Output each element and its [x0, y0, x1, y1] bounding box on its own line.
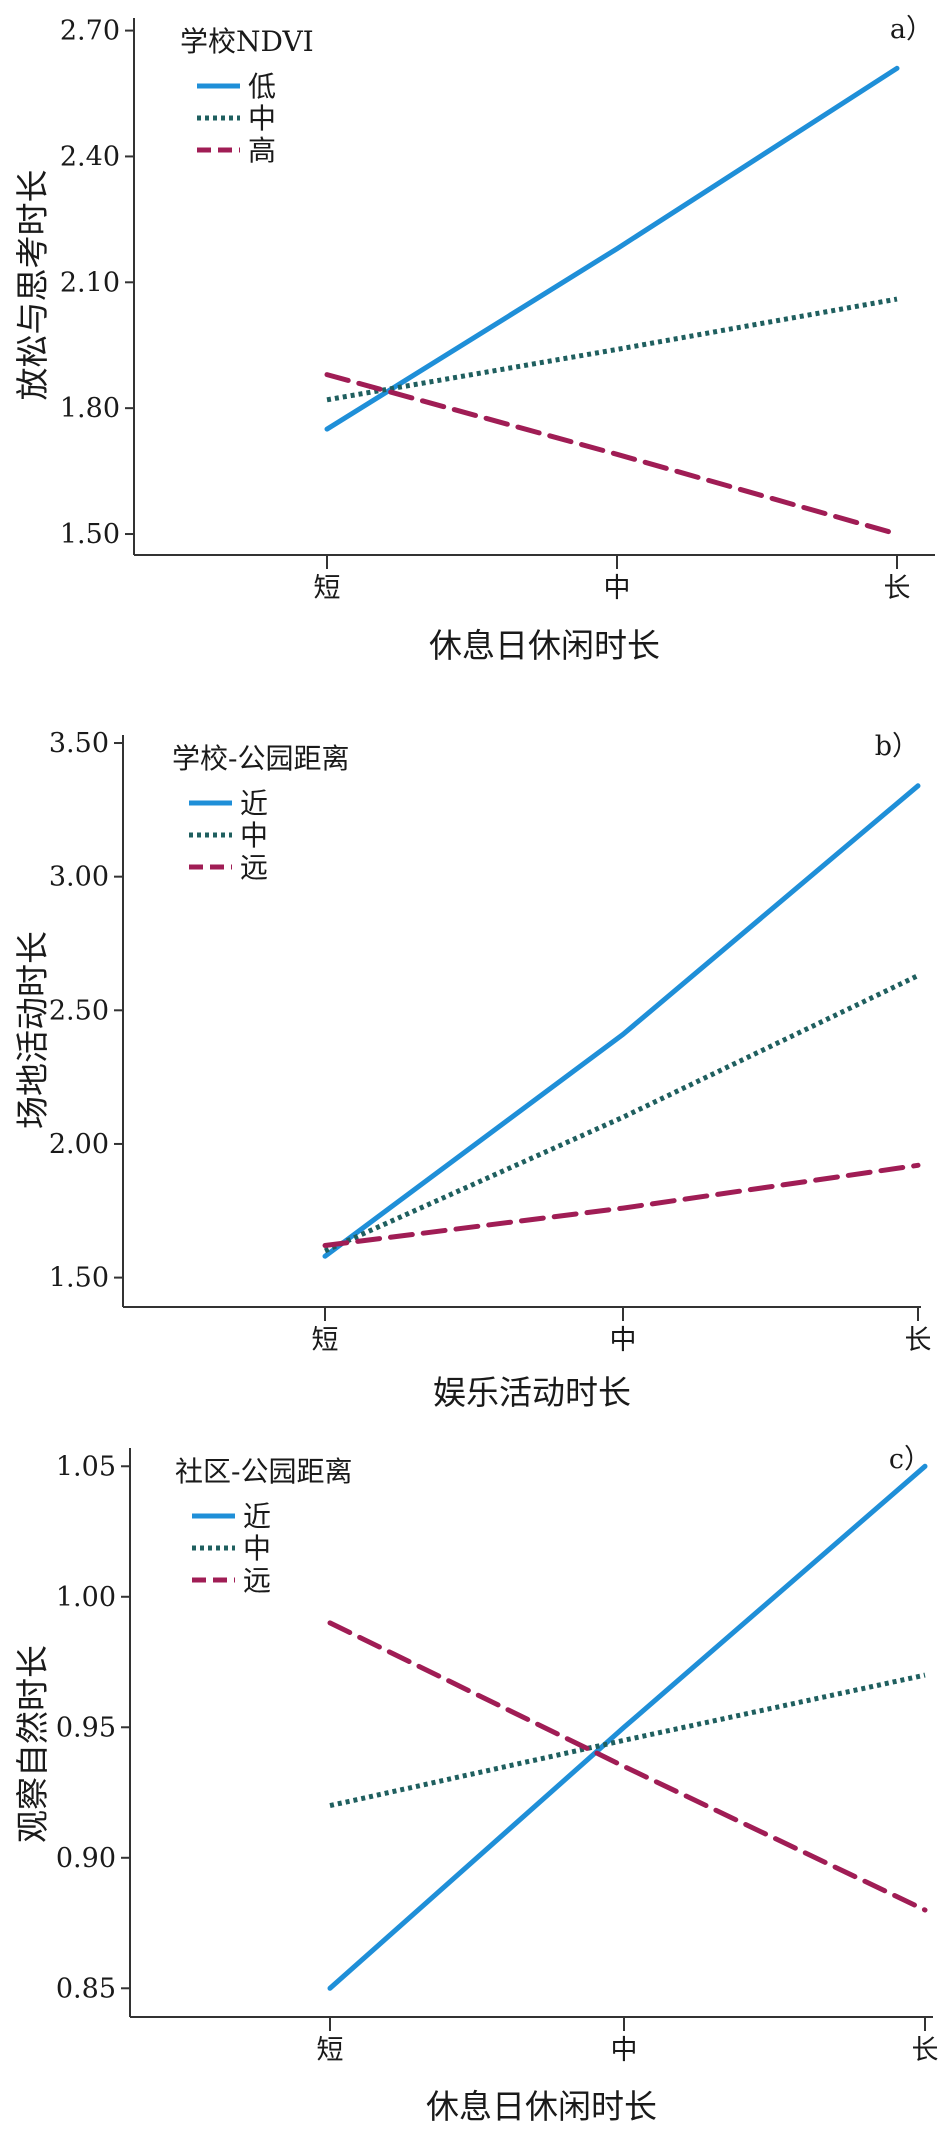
legend-label: 近 [243, 1500, 271, 1533]
legend-label: 低 [248, 70, 276, 103]
y-tick-label: 2.40 [60, 141, 120, 172]
y-tick-label: 2.00 [49, 1129, 109, 1160]
y-tick-label: 1.00 [56, 1582, 116, 1613]
x-tick-label: 长 [905, 1325, 932, 1356]
x-axis-title: 娱乐活动时长 [433, 1373, 631, 1412]
series-line-dotted [326, 296, 898, 403]
y-axis-title: 观察自然时长 [13, 1645, 52, 1843]
legend-label: 远 [240, 851, 268, 884]
y-tick-label: 1.50 [60, 519, 120, 550]
series-line-dashed [327, 1620, 928, 1913]
x-tick-label: 中 [604, 573, 631, 604]
x-tick-label: 长 [912, 2035, 939, 2066]
y-tick-label: 1.50 [49, 1263, 109, 1294]
legend-title: 学校-公园距离 [172, 742, 349, 775]
series-line-dashed [322, 1162, 921, 1248]
y-tick-label: 0.95 [56, 1712, 116, 1743]
panel-label: a） [890, 14, 933, 45]
series-line-dotted [329, 1672, 926, 1809]
series-line-dashed [324, 372, 900, 537]
series-line-solid [324, 65, 900, 432]
legend-label: 高 [248, 134, 276, 167]
chart-panel-b: b） 学校-公园距离 娱乐活动时长 场地活动时长 1.50 2.00 2.50 3.0… [13, 728, 932, 1412]
series-line-solid [327, 1463, 928, 1991]
y-tick-label: 3.50 [49, 728, 109, 759]
x-tick-label: 短 [314, 573, 341, 604]
series-line-solid [322, 783, 921, 1259]
series-line-dotted [323, 973, 920, 1254]
x-tick-label: 长 [884, 573, 911, 604]
x-tick-label: 短 [312, 1325, 339, 1356]
legend-title: 学校NDVI [180, 25, 314, 58]
legend-label: 中 [240, 819, 268, 852]
panel-label: b） [875, 731, 919, 762]
legend-label: 近 [240, 787, 268, 820]
x-axis-title: 休息日休闲时长 [429, 626, 660, 665]
chart-panel-c: c） 社区-公园距离 休息日休闲时长 观察自然时长 0.85 0.90 0.95 1.… [13, 1444, 939, 2126]
legend-label: 中 [243, 1532, 271, 1565]
y-tick-label: 3.00 [49, 862, 109, 893]
legend-label: 远 [243, 1564, 271, 1597]
y-tick-label: 1.05 [56, 1451, 116, 1482]
chart-panel-a: a） 学校NDVI 休息日休闲时长 放松与思考时长 1.50 1.80 2.10 2.… [13, 14, 935, 665]
y-tick-label: 2.70 [60, 16, 120, 47]
y-tick-label: 0.85 [56, 1973, 116, 2004]
y-tick-label: 2.50 [49, 995, 109, 1026]
legend-title: 社区-公园距离 [175, 1455, 352, 1488]
x-axis-title: 休息日休闲时长 [426, 2087, 657, 2126]
panel-label: c） [889, 1444, 931, 1475]
legend-label: 中 [248, 102, 276, 135]
x-tick-label: 中 [610, 1325, 637, 1356]
x-tick-label: 中 [611, 2035, 638, 2066]
y-axis-title: 放松与思考时长 [13, 170, 52, 401]
y-tick-label: 1.80 [60, 393, 120, 424]
x-tick-label: 短 [317, 2035, 344, 2066]
y-tick-label: 0.90 [56, 1843, 116, 1874]
y-axis-title: 场地活动时长 [13, 931, 52, 1129]
y-tick-label: 2.10 [60, 267, 120, 298]
